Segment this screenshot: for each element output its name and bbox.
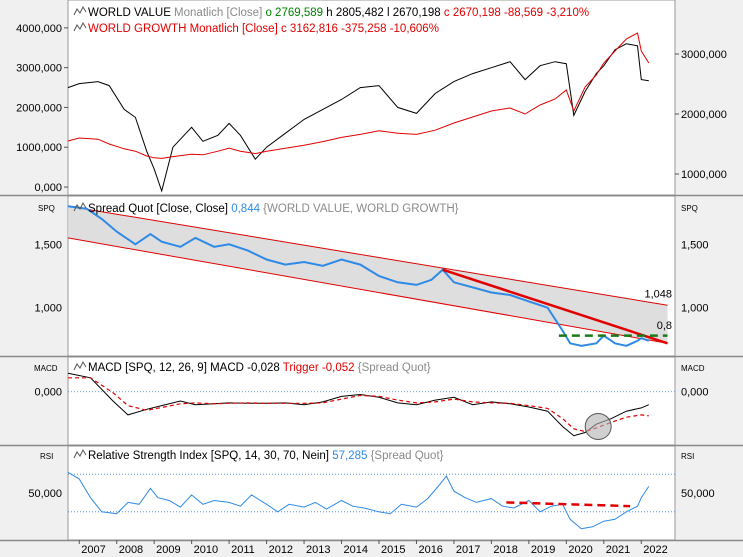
spread-legend-part: Spread Quot bbox=[88, 203, 154, 215]
x-tick-label: 2021 bbox=[606, 544, 630, 556]
macd-trough-marker bbox=[584, 412, 612, 440]
macd-legend-part: MACD -0,028 bbox=[207, 362, 280, 374]
macd-legend-part: MACD bbox=[88, 362, 122, 374]
series-line-spread-quot bbox=[67, 205, 650, 347]
macd-right-tick-label: 0,000 bbox=[681, 387, 709, 399]
price-left-tick-label: 1000,000 bbox=[16, 142, 62, 154]
price-left-tick-label: 2000,000 bbox=[16, 102, 62, 114]
channel-upper-line bbox=[67, 205, 668, 306]
rsi-axis-tag-left: RSI bbox=[40, 452, 53, 461]
series-line-macd bbox=[67, 372, 649, 437]
x-tick-label: 2012 bbox=[269, 544, 293, 556]
price-legend-world-value-part: -3,210% bbox=[543, 7, 589, 19]
x-tick-label: 2019 bbox=[531, 544, 555, 556]
spread-axis-tag-right: SPQ bbox=[681, 204, 698, 213]
spread-legend-part: [Close, Close] bbox=[153, 203, 231, 215]
price-legend-world-value-part: Monatlich [Close] bbox=[171, 7, 266, 19]
channel-lower-line bbox=[67, 237, 668, 344]
price-legend-world-growth-part: c 3162,816 bbox=[278, 23, 338, 35]
rsi-legend-part: Relative Strength Index bbox=[88, 450, 208, 462]
macd-legend: MACD [SPQ, 12, 26, 9] MACD -0,028 Trigge… bbox=[88, 362, 431, 374]
spread-annotation-label: 0,8 bbox=[657, 320, 672, 332]
spread-axis-tag-left: SPQ bbox=[38, 204, 55, 213]
price-legend-world-value: WORLD VALUE Monatlich [Close] o 2769,589… bbox=[88, 7, 589, 19]
price-legend-world-growth-part: -375,258 bbox=[338, 23, 387, 35]
x-tick-label: 2022 bbox=[643, 544, 667, 556]
rsi-right-tick-label: 50,000 bbox=[681, 488, 715, 500]
rsi-legend-part: [SPQ, 14, 30, 70, Nein] bbox=[208, 450, 329, 462]
series-line-world-value bbox=[67, 43, 649, 193]
rsi-legend: Relative Strength Index [SPQ, 14, 30, 70… bbox=[88, 450, 444, 462]
price-legend-world-value-part: c 2670,198 bbox=[441, 7, 501, 19]
spread-left-tick-label: 1,000 bbox=[34, 303, 62, 315]
line-indicator-icon bbox=[73, 448, 87, 459]
macd-legend-part: {Spread Quot} bbox=[355, 362, 431, 374]
price-legend-world-growth-part: -10,606% bbox=[387, 23, 439, 35]
spread-legend-part: {WORLD VALUE, WORLD GROWTH} bbox=[260, 203, 459, 215]
downtrend-line bbox=[442, 268, 668, 345]
rsi-plot-area bbox=[67, 445, 676, 541]
x-tick-label: 2014 bbox=[344, 544, 368, 556]
macd-legend-part: Trigger -0,052 bbox=[280, 362, 355, 374]
price-legend-world-value-part: WORLD VALUE bbox=[88, 7, 171, 19]
x-tick-label: 2016 bbox=[418, 544, 442, 556]
series-line-rsi bbox=[67, 471, 650, 530]
price-legend-world-value-part: -88,569 bbox=[501, 7, 543, 19]
series-line-trigger bbox=[68, 377, 649, 433]
x-tick-label: 2015 bbox=[381, 544, 405, 556]
price-right-tick-label: 3000,000 bbox=[681, 49, 727, 61]
price-left-tick-label: 0,000 bbox=[34, 182, 62, 194]
rsi-legend-part: 57,285 bbox=[329, 450, 367, 462]
price-legend-world-value-part: l 2670,198 bbox=[384, 7, 441, 19]
line-indicator-icon bbox=[73, 21, 87, 32]
x-tick-label: 2020 bbox=[568, 544, 592, 556]
x-tick-label: 2017 bbox=[456, 544, 480, 556]
line-indicator-icon bbox=[73, 360, 87, 371]
macd-axis-tag-left: MACD bbox=[34, 364, 58, 373]
x-tick-label: 2011 bbox=[231, 544, 255, 556]
spread-legend: Spread Quot [Close, Close] 0,844 {WORLD … bbox=[88, 203, 459, 215]
price-legend-world-value-part: o 2769,589 bbox=[265, 7, 323, 19]
x-tick-label: 2009 bbox=[156, 544, 180, 556]
series-line-world-growth bbox=[67, 32, 650, 159]
line-indicator-icon bbox=[73, 5, 87, 16]
x-tick-label: 2018 bbox=[493, 544, 517, 556]
rsi-left-tick-label: 50,000 bbox=[28, 488, 62, 500]
x-tick-label: 2010 bbox=[194, 544, 218, 556]
spread-right-tick-label: 1,500 bbox=[681, 239, 709, 251]
rsi-axis-tag-right: RSI bbox=[681, 452, 694, 461]
rsi-legend-part: {Spread Quot} bbox=[367, 450, 443, 462]
line-indicator-icon bbox=[73, 201, 87, 212]
x-tick-label: 2013 bbox=[306, 544, 330, 556]
x-tick-label: 2007 bbox=[81, 544, 105, 556]
trend-channel-fill bbox=[68, 206, 668, 344]
price-left-tick-label: 3000,000 bbox=[16, 63, 62, 75]
price-legend-world-value-part: h 2805,482 bbox=[323, 7, 384, 19]
spread-legend-part: 0,844 bbox=[231, 203, 260, 215]
macd-left-tick-label: 0,000 bbox=[34, 387, 62, 399]
macd-axis-tag-right: MACD bbox=[681, 364, 705, 373]
price-right-tick-label: 2000,000 bbox=[681, 109, 727, 121]
macd-legend-part: [SPQ, 12, 26, 9] bbox=[122, 362, 207, 374]
spread-annotation-label: 1,048 bbox=[644, 289, 672, 301]
price-left-tick-label: 4000,000 bbox=[16, 23, 62, 35]
rsi-resistance-dashed-line bbox=[506, 501, 631, 508]
price-right-tick-label: 1000,000 bbox=[681, 169, 727, 181]
spread-right-tick-label: 1,000 bbox=[681, 303, 709, 315]
spread-left-tick-label: 1,500 bbox=[34, 239, 62, 251]
price-legend-world-growth: WORLD GROWTH Monatlich [Close] c 3162,81… bbox=[88, 23, 439, 35]
x-tick-label: 2008 bbox=[119, 544, 143, 556]
price-legend-world-growth-part: WORLD GROWTH Monatlich [Close] bbox=[88, 23, 278, 35]
